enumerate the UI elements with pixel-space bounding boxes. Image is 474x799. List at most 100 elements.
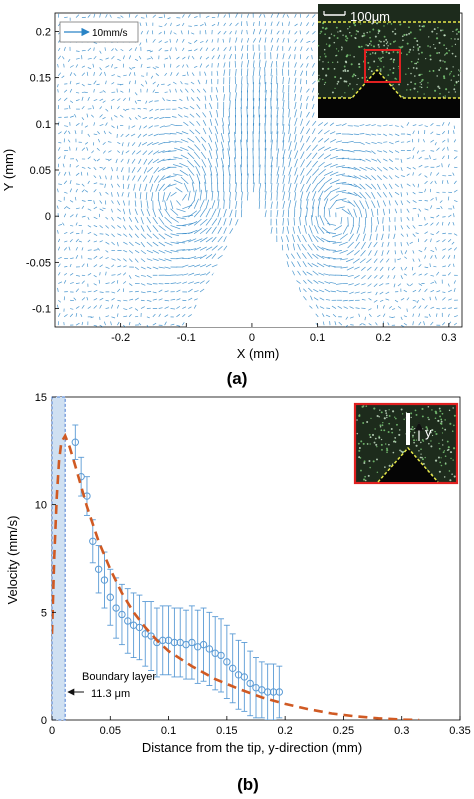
velocity-vector (189, 129, 195, 135)
velocity-vector (134, 266, 139, 271)
velocity-vector (312, 144, 318, 151)
velocity-vector (134, 92, 138, 96)
velocity-vector (418, 264, 422, 268)
velocity-vector (353, 183, 362, 190)
velocity-vector (452, 222, 455, 226)
particle (376, 445, 378, 448)
velocity-vector (430, 197, 434, 201)
velocity-vector (235, 68, 237, 76)
velocity-vector (326, 307, 331, 309)
velocity-vector (162, 175, 171, 181)
velocity-vector (205, 15, 210, 18)
velocity-vector (86, 113, 89, 118)
velocity-vector (117, 233, 122, 236)
velocity-vector (164, 258, 172, 262)
velocity-vector (317, 197, 321, 209)
velocity-vector (348, 233, 354, 242)
velocity-vector (307, 262, 313, 268)
velocity-vector (317, 129, 323, 135)
velocity-vector (199, 280, 205, 284)
particle (363, 460, 366, 463)
particle (415, 62, 418, 65)
velocity-vector (315, 215, 319, 226)
velocity-vector (306, 160, 312, 168)
velocity-vector (199, 246, 207, 251)
velocity-vector (199, 254, 207, 259)
velocity-vector (235, 209, 237, 218)
velocity-vector (275, 218, 278, 226)
velocity-vector (174, 140, 183, 143)
particle (376, 471, 379, 474)
velocity-vector (93, 305, 98, 309)
velocity-vector (412, 258, 415, 262)
velocity-vector (294, 54, 296, 60)
velocity-vector (217, 47, 219, 51)
particle (444, 463, 447, 465)
velocity-vector (104, 47, 106, 51)
velocity-vector (188, 221, 198, 226)
velocity-vector (288, 21, 290, 26)
velocity-vector (300, 22, 302, 27)
velocity-vector (140, 233, 147, 239)
velocity-vector (180, 139, 189, 143)
particle (438, 407, 441, 410)
velocity-vector (353, 191, 362, 199)
velocity-vector (148, 150, 154, 155)
particle (327, 67, 330, 70)
velocity-vector (137, 167, 142, 173)
velocity-vector (158, 216, 165, 225)
velocity-vector (176, 298, 181, 301)
particle (437, 456, 440, 459)
velocity-vector (394, 133, 400, 137)
velocity-vector (140, 63, 143, 68)
velocity-vector (176, 216, 187, 220)
velocity-vector (323, 263, 331, 268)
velocity-vector (312, 22, 315, 27)
velocity-vector (442, 147, 446, 151)
velocity-vector (292, 234, 295, 243)
velocity-vector (209, 94, 213, 101)
velocity-vector (300, 159, 306, 168)
particle (403, 418, 405, 421)
velocity-vector (276, 45, 279, 51)
velocity-vector (276, 201, 278, 209)
velocity-vector (99, 256, 104, 259)
velocity-vector (322, 313, 325, 318)
particle (395, 423, 398, 426)
velocity-vector (170, 308, 176, 310)
velocity-vector (388, 175, 393, 180)
velocity-vector (276, 13, 280, 18)
particle (388, 443, 390, 446)
velocity-vector (294, 39, 298, 43)
particle (369, 53, 372, 55)
velocity-vector (105, 233, 110, 237)
particle (321, 26, 325, 29)
velocity-vector (418, 288, 422, 293)
velocity-vector (117, 241, 119, 247)
velocity-vector (318, 138, 324, 143)
velocity-vector (421, 150, 425, 152)
velocity-vector (146, 200, 149, 209)
particle (422, 25, 425, 28)
particle (409, 31, 412, 34)
velocity-vector (187, 55, 190, 60)
velocity-vector (63, 180, 68, 185)
velocity-vector (228, 13, 230, 18)
particle (317, 92, 320, 95)
velocity-vector (188, 42, 192, 45)
velocity-vector (128, 67, 132, 70)
velocity-vector (215, 94, 219, 101)
particle (450, 70, 453, 73)
velocity-vector (364, 316, 366, 321)
velocity-vector (75, 123, 80, 126)
velocity-vector (306, 168, 313, 176)
y-axis-label: Velocity (mm/s) (5, 516, 20, 605)
velocity-vector (365, 191, 371, 199)
velocity-vector (81, 263, 85, 268)
velocity-vector (128, 208, 131, 215)
velocity-vector (296, 280, 301, 284)
velocity-vector (382, 183, 388, 190)
velocity-vector (158, 25, 163, 28)
particle (317, 44, 320, 47)
inset-a-scale-label: 100μm (350, 9, 390, 24)
